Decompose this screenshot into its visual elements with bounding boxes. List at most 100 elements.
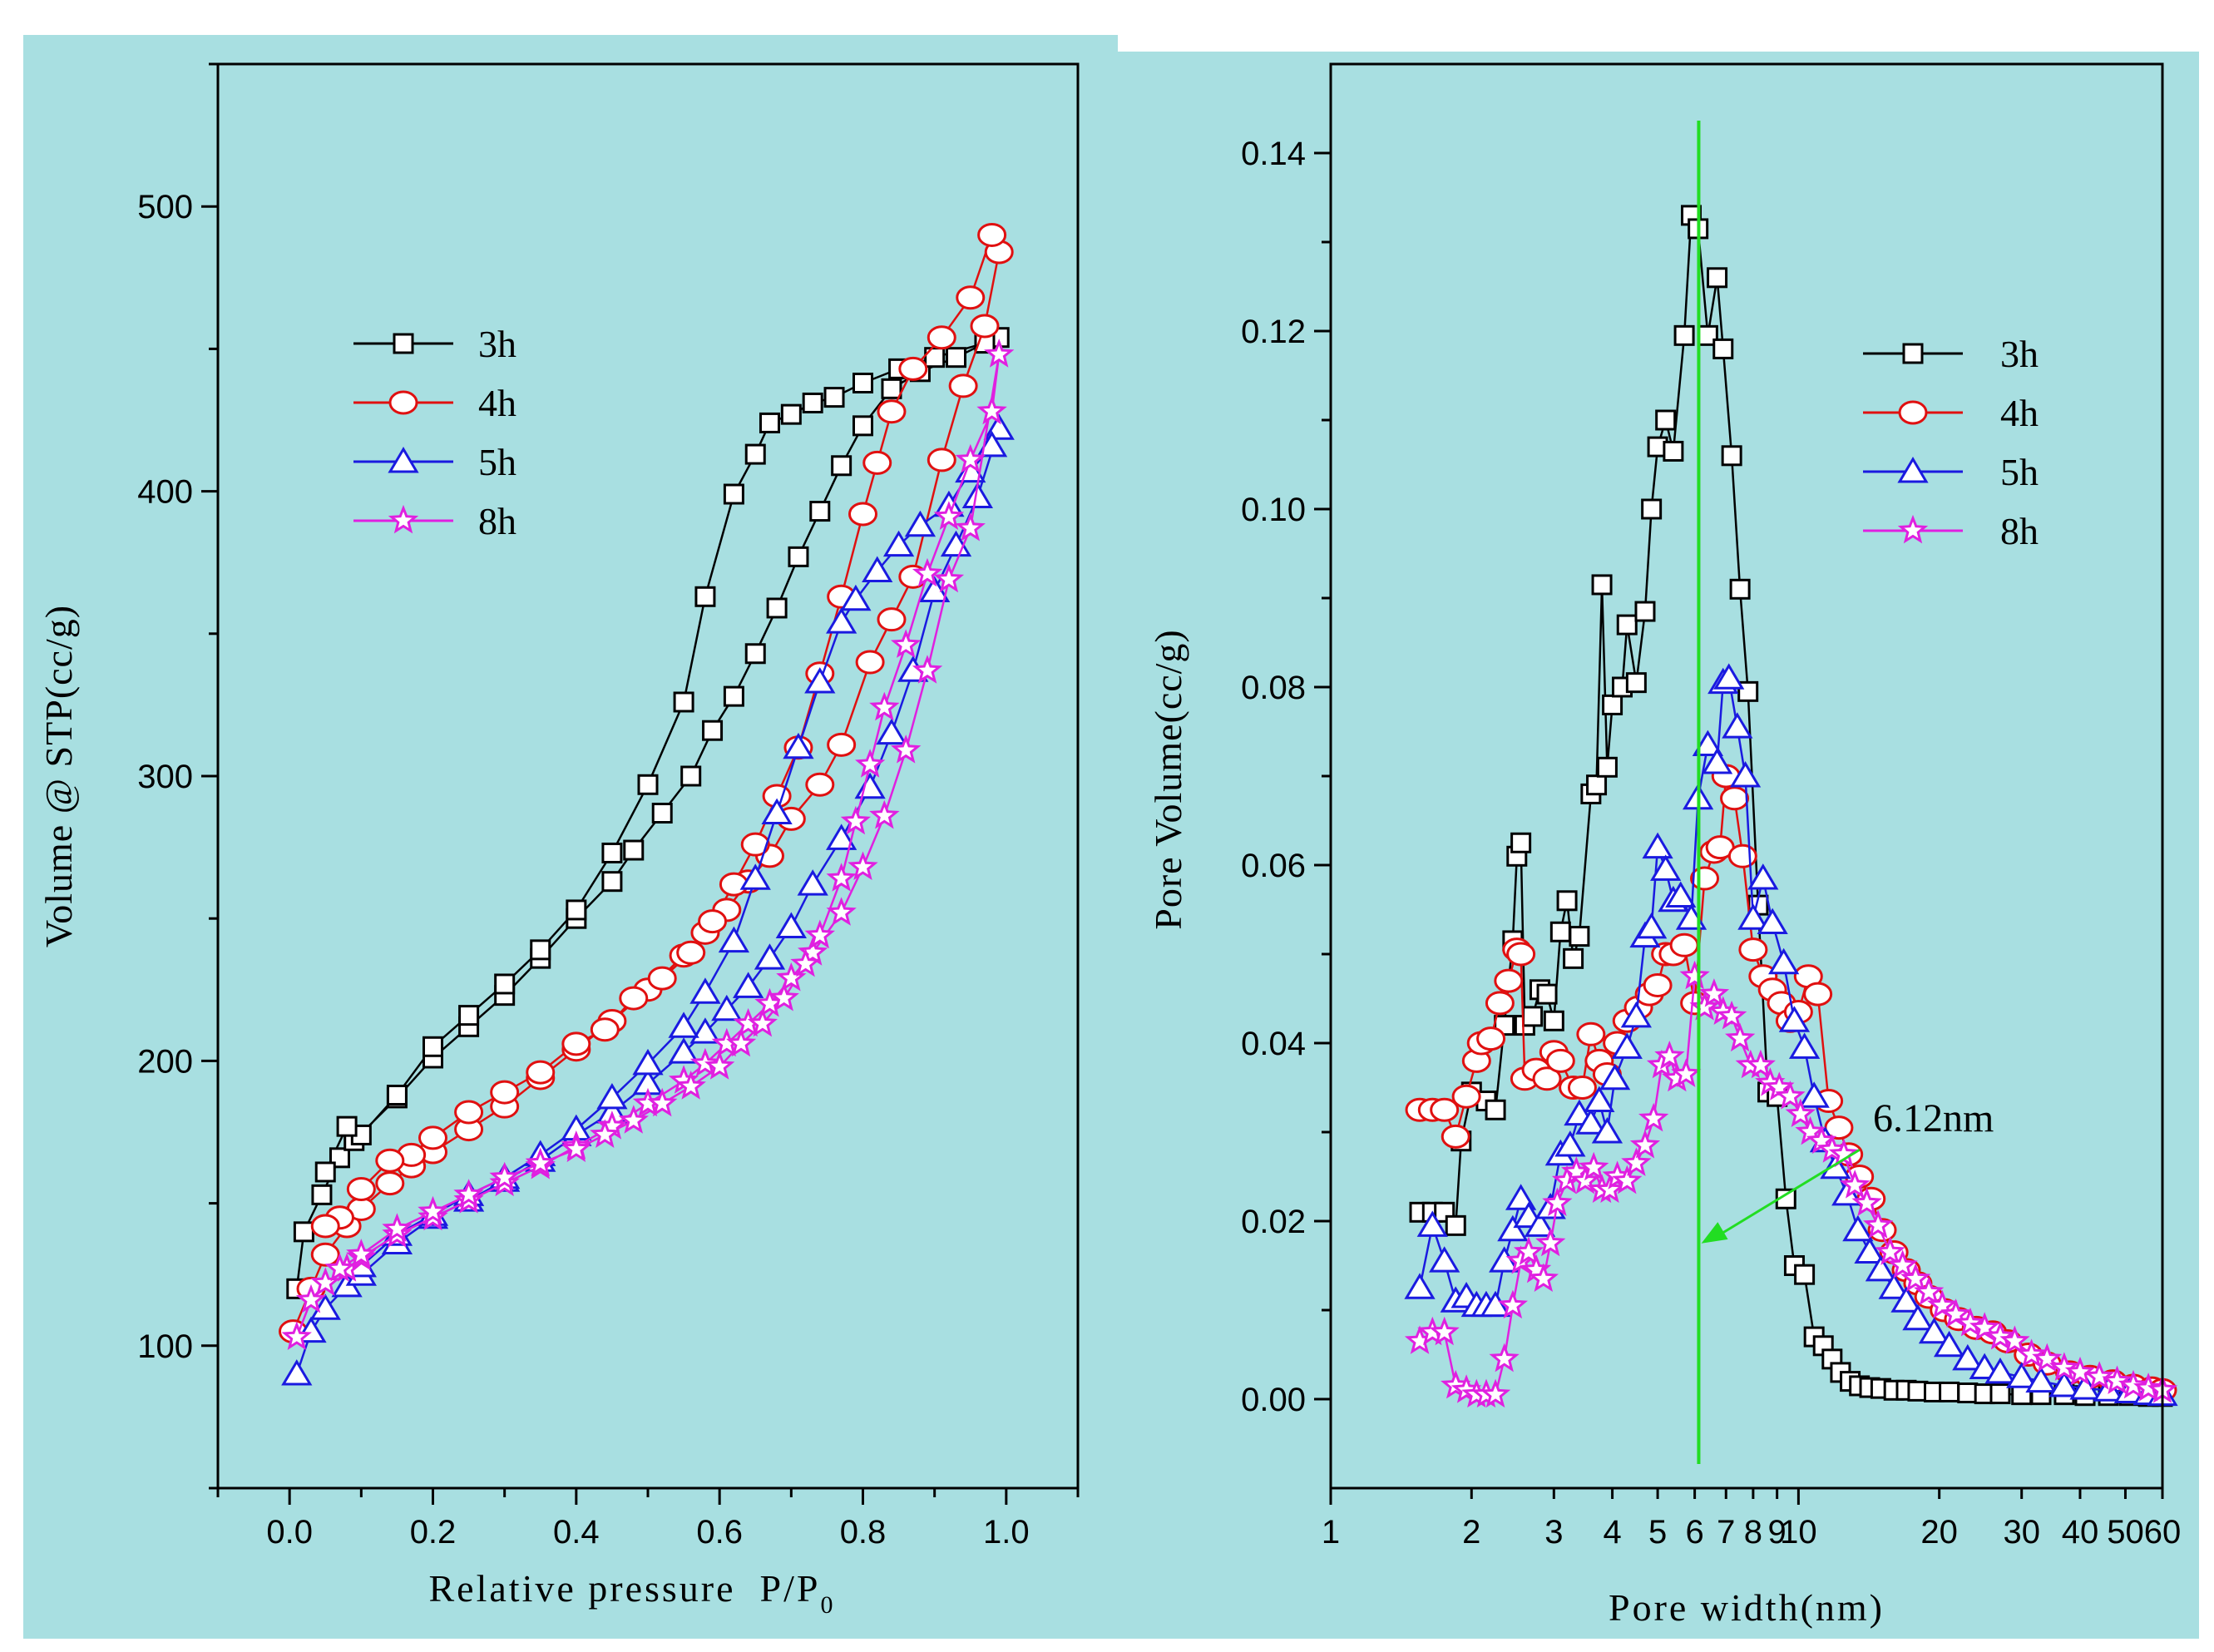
- point-3h: [744, 443, 766, 465]
- left-panel-background: [23, 35, 1118, 1639]
- point-5h: [689, 977, 721, 1004]
- point-8h: [1875, 1236, 1905, 1265]
- point-4h: [970, 314, 1000, 339]
- point-4h: [805, 772, 835, 797]
- point-8h: [1863, 1209, 1894, 1239]
- right-series-group: [1404, 205, 2178, 1408]
- legend-marker: [1897, 514, 1929, 544]
- point-4h: [898, 356, 928, 381]
- right-ytick-label: 0.06: [1241, 848, 1306, 884]
- point-5h: [1713, 663, 1745, 690]
- point-8h: [704, 1051, 735, 1080]
- point-8h: [1528, 1263, 1559, 1293]
- point-5h: [733, 972, 764, 998]
- point-3h: [788, 546, 809, 567]
- point-8h: [1689, 992, 1720, 1021]
- point-5h: [2048, 1371, 2080, 1397]
- point-8h: [1513, 1236, 1544, 1265]
- point-8h: [324, 1253, 355, 1282]
- point-8h: [955, 443, 986, 473]
- point-4h: [855, 650, 885, 675]
- left-axes: 100 200 300 400 500 0.0 0.2 0.4 0.6 0.8 1.0: [137, 62, 1080, 1551]
- point-4h: [927, 325, 956, 350]
- left-xlabel: Relative pressure P/P0: [429, 1567, 836, 1619]
- point-3h: [1939, 1381, 1960, 1402]
- right-ylabel: Pore Volume(cc/g): [1147, 629, 1189, 930]
- point-8h: [1775, 1081, 1806, 1110]
- point-3h: [1737, 680, 1759, 702]
- point-8h: [1851, 1187, 1882, 1217]
- point-3h: [852, 415, 873, 437]
- series-8h: [281, 339, 1015, 1351]
- point-5h: [961, 482, 993, 508]
- point-4h: [346, 1176, 376, 1201]
- point-4h: [956, 285, 986, 310]
- right-xtick-label: 9: [1768, 1514, 1787, 1551]
- point-3h: [809, 501, 831, 522]
- point-3h: [1707, 267, 1728, 289]
- point-3h: [336, 1115, 358, 1137]
- legend-label: 5h: [478, 441, 516, 483]
- right-xtick-label: 1: [1322, 1514, 1340, 1551]
- right-xtick-label: 2: [1462, 1514, 1480, 1551]
- right-xtick-label: 50: [2107, 1514, 2144, 1551]
- point-3h: [566, 899, 587, 921]
- right-xlabel: Pore width(nm): [1609, 1586, 1885, 1629]
- point-3h: [702, 720, 724, 741]
- point-3h: [1556, 890, 1578, 912]
- point-8h: [2064, 1356, 2096, 1386]
- point-5h: [1642, 832, 1673, 859]
- point-8h: [1940, 1298, 1971, 1328]
- point-3h: [651, 803, 673, 824]
- point-5h: [1524, 1210, 1556, 1237]
- point-4h: [1476, 1026, 1506, 1051]
- point-4h: [1545, 1048, 1575, 1073]
- legend-label: 8h: [2000, 510, 2039, 552]
- point-8h: [382, 1213, 413, 1242]
- point-3h: [823, 387, 845, 408]
- point-8h: [1638, 1102, 1669, 1132]
- point-3h: [744, 643, 766, 665]
- point-8h: [453, 1179, 484, 1208]
- left-ytick-label: 300: [137, 759, 193, 795]
- legend-label: 3h: [478, 323, 516, 365]
- point-3h: [1673, 324, 1695, 346]
- point-8h: [2016, 1338, 2047, 1368]
- point-3h: [637, 774, 659, 795]
- point-5h: [1865, 1254, 1897, 1282]
- point-8h: [797, 937, 828, 966]
- point-8h: [618, 1105, 649, 1134]
- point-3h: [723, 483, 744, 505]
- point-8h: [1745, 1049, 1776, 1079]
- point-8h: [840, 805, 871, 835]
- point-3h: [852, 372, 873, 393]
- point-4h: [1494, 968, 1524, 993]
- point-5h: [596, 1082, 628, 1110]
- point-5h: [1497, 1214, 1529, 1242]
- point-3h: [780, 403, 802, 425]
- point-8h: [2118, 1369, 2149, 1399]
- point-8h: [890, 734, 922, 764]
- point-4h: [1430, 1097, 1460, 1122]
- point-8h: [1594, 1174, 1625, 1204]
- point-3h: [1563, 947, 1584, 969]
- point-8h: [890, 629, 922, 658]
- point-5h: [1788, 1032, 1821, 1059]
- point-5h: [797, 869, 828, 896]
- point-5h: [754, 943, 786, 970]
- point-5h: [668, 1037, 699, 1064]
- point-3h: [802, 392, 823, 413]
- point-8h: [1429, 1316, 1460, 1346]
- point-5h: [1854, 1237, 1885, 1264]
- left-xtick-label: 0.2: [410, 1514, 457, 1551]
- point-8h: [1671, 1058, 1702, 1087]
- point-3h: [1721, 445, 1742, 467]
- point-8h: [1497, 1289, 1528, 1319]
- point-8h: [869, 799, 900, 829]
- point-4h: [1506, 942, 1536, 967]
- point-4h: [310, 1214, 340, 1239]
- point-8h: [1579, 1151, 1609, 1181]
- point-3h: [314, 1161, 336, 1183]
- point-4h: [619, 986, 649, 1011]
